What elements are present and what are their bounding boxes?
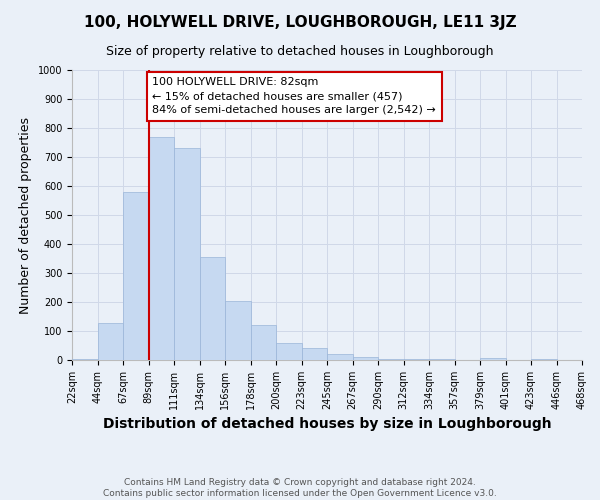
Bar <box>97 323 123 360</box>
Bar <box>199 257 225 360</box>
Bar <box>404 359 429 360</box>
Text: 100, HOLYWELL DRIVE, LOUGHBOROUGH, LE11 3JZ: 100, HOLYWELL DRIVE, LOUGHBOROUGH, LE11 … <box>83 15 517 30</box>
Text: Size of property relative to detached houses in Loughborough: Size of property relative to detached ho… <box>106 45 494 58</box>
Text: Contains HM Land Registry data © Crown copyright and database right 2024.
Contai: Contains HM Land Registry data © Crown c… <box>103 478 497 498</box>
Bar <box>149 136 174 360</box>
Bar <box>302 348 327 360</box>
Bar <box>174 148 199 360</box>
Bar <box>72 359 97 360</box>
Bar <box>378 358 404 360</box>
X-axis label: Distribution of detached houses by size in Loughborough: Distribution of detached houses by size … <box>103 418 551 432</box>
Text: 100 HOLYWELL DRIVE: 82sqm
← 15% of detached houses are smaller (457)
84% of semi: 100 HOLYWELL DRIVE: 82sqm ← 15% of detac… <box>152 77 436 116</box>
Bar <box>251 325 276 360</box>
Y-axis label: Number of detached properties: Number of detached properties <box>19 116 32 314</box>
Bar <box>123 192 149 360</box>
Bar <box>225 300 251 360</box>
Bar <box>276 342 302 360</box>
Bar <box>327 354 353 360</box>
Bar <box>353 357 378 360</box>
Bar <box>480 358 505 360</box>
